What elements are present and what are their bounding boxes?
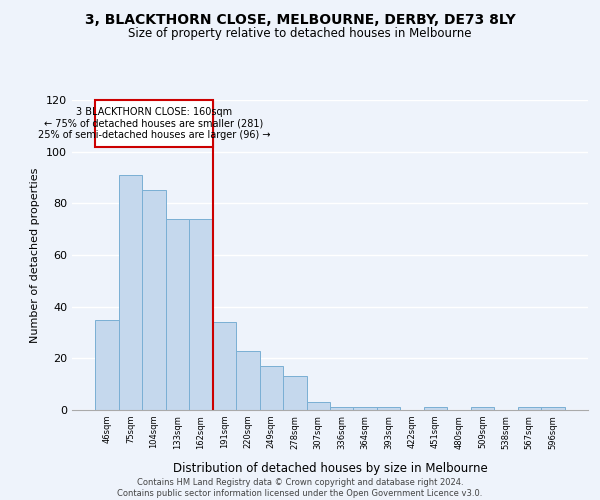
Bar xyxy=(260,366,283,410)
Text: 3 BLACKTHORN CLOSE: 160sqm: 3 BLACKTHORN CLOSE: 160sqm xyxy=(76,106,232,117)
Text: ← 75% of detached houses are smaller (281): ← 75% of detached houses are smaller (28… xyxy=(44,118,264,128)
Bar xyxy=(95,320,119,410)
Y-axis label: Number of detached properties: Number of detached properties xyxy=(31,168,40,342)
Bar xyxy=(189,219,213,410)
Bar xyxy=(119,175,142,410)
Bar xyxy=(142,190,166,410)
Bar xyxy=(353,408,377,410)
Bar xyxy=(236,350,260,410)
Text: 3, BLACKTHORN CLOSE, MELBOURNE, DERBY, DE73 8LY: 3, BLACKTHORN CLOSE, MELBOURNE, DERBY, D… xyxy=(85,12,515,26)
Bar xyxy=(518,408,541,410)
Bar xyxy=(307,402,330,410)
Bar xyxy=(471,408,494,410)
Bar xyxy=(541,408,565,410)
Bar xyxy=(330,408,353,410)
Text: 25% of semi-detached houses are larger (96) →: 25% of semi-detached houses are larger (… xyxy=(38,130,271,140)
Text: Contains HM Land Registry data © Crown copyright and database right 2024.
Contai: Contains HM Land Registry data © Crown c… xyxy=(118,478,482,498)
Bar xyxy=(166,219,189,410)
Bar xyxy=(424,408,447,410)
Bar xyxy=(213,322,236,410)
Text: Size of property relative to detached houses in Melbourne: Size of property relative to detached ho… xyxy=(128,28,472,40)
Text: Distribution of detached houses by size in Melbourne: Distribution of detached houses by size … xyxy=(173,462,487,475)
Bar xyxy=(377,408,400,410)
Bar xyxy=(283,376,307,410)
FancyBboxPatch shape xyxy=(95,100,213,146)
